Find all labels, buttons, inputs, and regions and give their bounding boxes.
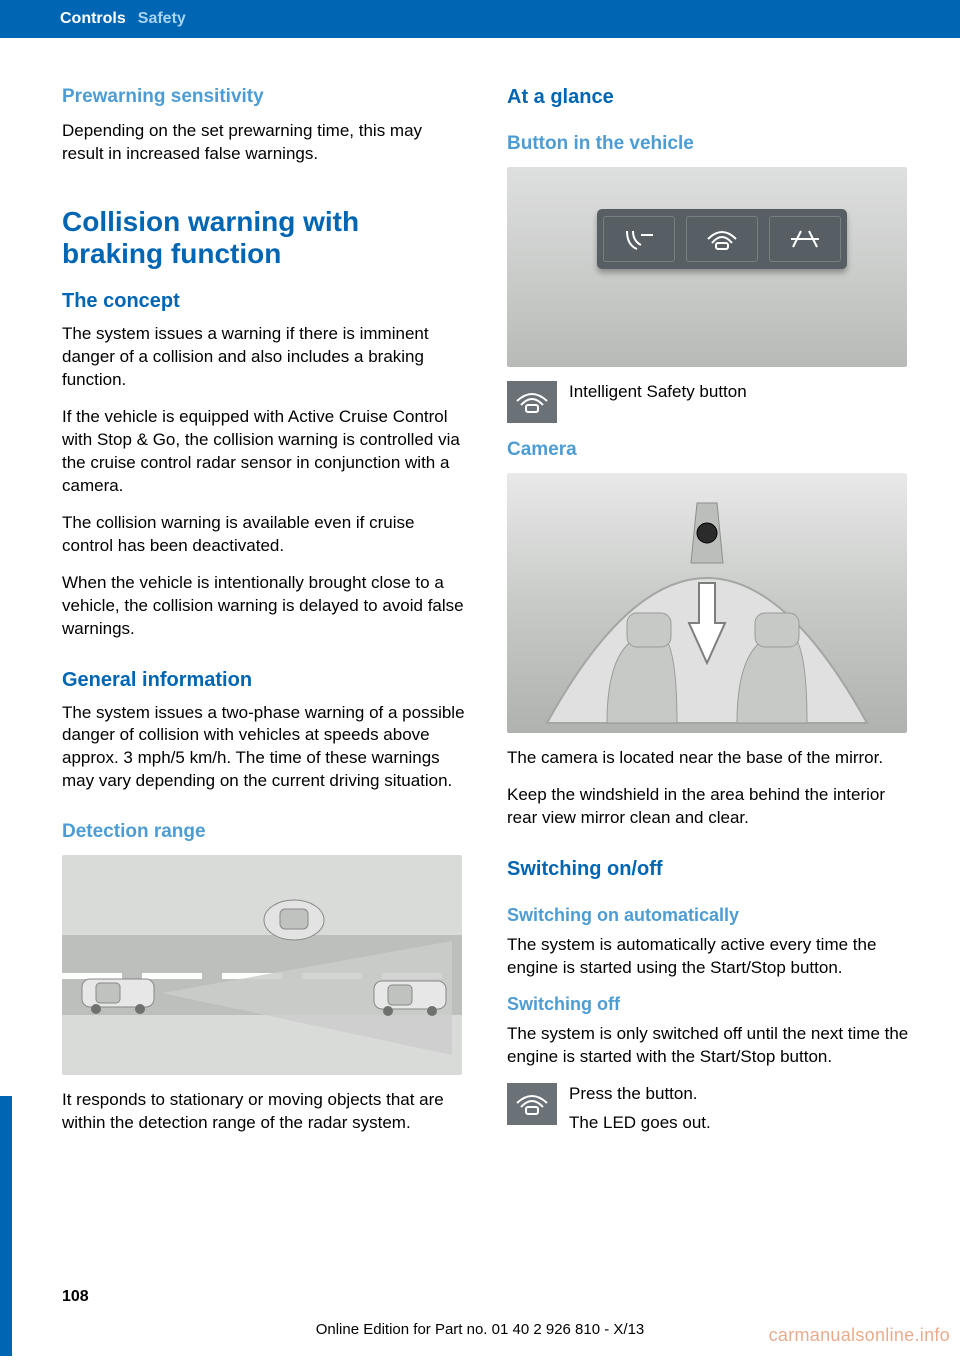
- safety-button-label-row: Intelligent Safety button: [507, 381, 912, 423]
- watermark: carmanualsonline.info: [769, 1325, 950, 1346]
- page-number: 108: [62, 1288, 89, 1306]
- camera-view-button: [769, 216, 841, 262]
- figure-camera-location: [507, 473, 907, 733]
- heading-prewarning: Prewarning sensitivity: [62, 86, 467, 108]
- heading-at-a-glance: At a glance: [507, 86, 912, 109]
- text-led-out: The LED goes out.: [569, 1112, 711, 1135]
- figure-vehicle-buttons: [507, 167, 907, 367]
- page-content: Prewarning sensitivity Depending on the …: [0, 38, 960, 1170]
- heading-switching: Switching on/off: [507, 858, 912, 881]
- header-subsection: Safety: [138, 10, 186, 28]
- text-concept-3: The collision warning is available even …: [62, 512, 467, 558]
- left-column: Prewarning sensitivity Depending on the …: [62, 86, 467, 1150]
- text-camera-2: Keep the windshield in the area behind t…: [507, 784, 912, 830]
- text-switch-on: The system is automatically active every…: [507, 934, 912, 980]
- heading-collision-warning: Collision warning with braking function: [62, 206, 467, 270]
- label-safety-button: Intelligent Safety button: [569, 381, 747, 404]
- right-column: At a glance Button in the vehicle: [507, 86, 912, 1150]
- intelligent-safety-icon: [507, 1083, 557, 1125]
- heading-detection-range: Detection range: [62, 821, 467, 843]
- heading-button-in-vehicle: Button in the vehicle: [507, 133, 912, 155]
- heading-general: General information: [62, 669, 467, 692]
- detection-range-diagram: [62, 855, 462, 1075]
- header-section: Controls: [60, 10, 126, 28]
- heading-camera: Camera: [507, 439, 912, 461]
- press-button-text: Press the button. The LED goes out.: [569, 1083, 711, 1135]
- heading-concept: The concept: [62, 290, 467, 313]
- parking-sensor-button: [603, 216, 675, 262]
- text-press-button: Press the button.: [569, 1083, 711, 1106]
- heading-switch-on: Switching on automatically: [507, 905, 912, 926]
- text-concept-2: If the vehicle is equipped with Active C…: [62, 406, 467, 498]
- text-switch-off: The system is only switched off until th…: [507, 1023, 912, 1069]
- text-concept-4: When the vehicle is intentionally brough…: [62, 572, 467, 641]
- text-camera-1: The camera is located near the base of t…: [507, 747, 912, 770]
- text-detection-range: It responds to stationary or moving obje…: [62, 1089, 467, 1135]
- intelligent-safety-button: [686, 216, 758, 262]
- side-accent-bar: [0, 1096, 12, 1356]
- page-header: Controls Safety: [0, 0, 960, 38]
- button-panel: [597, 209, 847, 269]
- figure-detection-range: [62, 855, 462, 1075]
- heading-switch-off: Switching off: [507, 994, 912, 1015]
- text-prewarning: Depending on the set prewarning time, th…: [62, 120, 467, 166]
- press-button-row: Press the button. The LED goes out.: [507, 1083, 912, 1135]
- text-concept-1: The system issues a warning if there is …: [62, 323, 467, 392]
- intelligent-safety-icon: [507, 381, 557, 423]
- camera-diagram: [507, 473, 907, 733]
- text-general: The system issues a two-phase warning of…: [62, 702, 467, 794]
